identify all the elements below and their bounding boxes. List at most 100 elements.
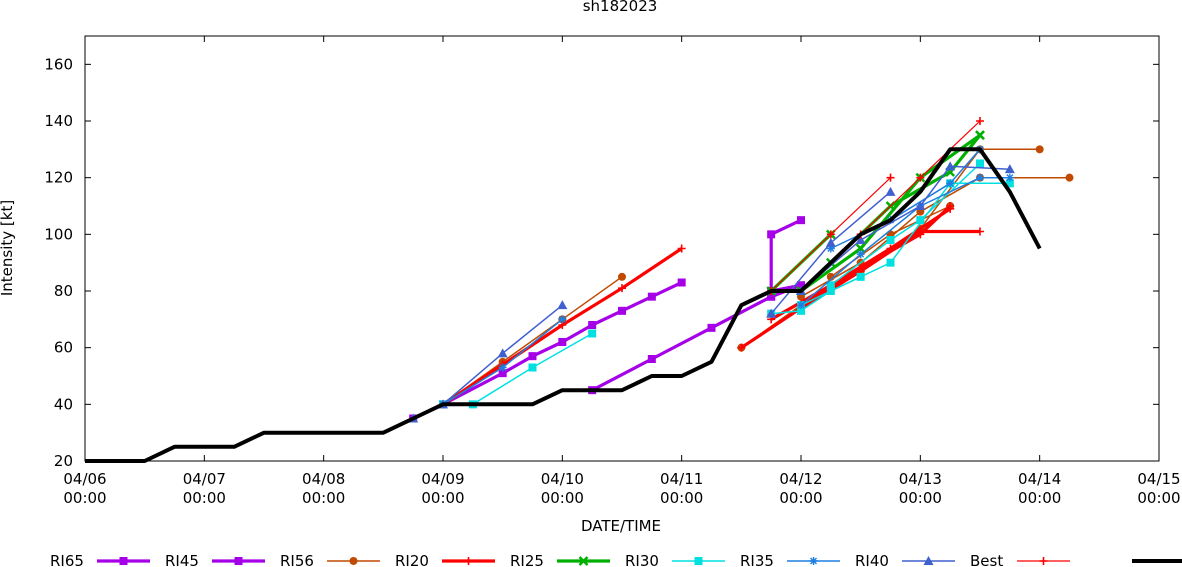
data-point [677, 278, 686, 287]
x-tick-label-time: 00:00 [899, 489, 942, 507]
x-tick-label-time: 00:00 [302, 489, 345, 507]
x-tick-label-date: 04/07 [183, 470, 226, 488]
legend-label: RI25 [510, 552, 544, 567]
x-axis: 04/0600:0004/0700:0004/0800:0004/0900:00… [63, 36, 1181, 507]
y-tick-label: 120 [44, 169, 73, 187]
data-point [915, 201, 926, 210]
legend-marker [923, 556, 934, 565]
y-tick-label: 80 [54, 282, 73, 300]
series-line [800, 133, 981, 293]
x-tick-label-date: 04/06 [63, 470, 106, 488]
data-point [856, 250, 865, 259]
y-axis-label: Intensity [kt] [0, 200, 16, 296]
data-point [976, 159, 984, 168]
data-point [618, 284, 626, 293]
data-point [945, 161, 956, 171]
series-observed [85, 147, 1042, 463]
y-axis: 20 40 60 80 100 120 140 160 [44, 55, 1159, 470]
data-point [825, 237, 836, 247]
data-point [677, 244, 686, 253]
series-ri65 [409, 278, 805, 423]
data-point [498, 363, 507, 372]
legend-marker [578, 556, 589, 566]
data-point [498, 369, 507, 378]
x-tick-label-date: 04/12 [779, 470, 822, 488]
data-point [618, 306, 626, 315]
y-tick-label: 100 [44, 225, 73, 243]
data-point [647, 292, 656, 301]
data-point [558, 338, 567, 346]
legend-label: RI20 [395, 552, 429, 567]
data-point [707, 323, 716, 332]
data-point [797, 216, 805, 225]
data-point [797, 281, 805, 290]
data-point [826, 281, 835, 290]
legend-label: RI65 [50, 552, 84, 567]
x-tick-label-time: 00:00 [421, 489, 464, 507]
data-point [497, 348, 508, 358]
x-tick-label-time: 00:00 [779, 489, 822, 507]
legend-marker [119, 557, 128, 565]
data-point [886, 244, 895, 253]
data-point [976, 117, 984, 125]
data-point [767, 230, 776, 239]
x-tick-label-date: 04/15 [1137, 470, 1180, 488]
legend-label: RI35 [740, 552, 774, 567]
data-point [588, 329, 597, 338]
data-point [886, 236, 895, 244]
series-ri45 [767, 216, 805, 301]
data-point [886, 258, 895, 267]
data-point [885, 186, 896, 196]
data-point [1035, 145, 1044, 154]
data-point [558, 315, 567, 324]
legend-marker [1039, 557, 1048, 565]
legend-label: RI30 [625, 552, 659, 567]
legend-label: RI56 [280, 552, 314, 567]
data-point [767, 292, 776, 301]
data-point [1004, 164, 1015, 174]
x-tick-label-date: 04/13 [899, 470, 942, 488]
data-point [557, 300, 568, 310]
data-point [528, 363, 537, 372]
data-point [916, 216, 925, 225]
data-point [797, 301, 805, 310]
data-point [737, 343, 746, 352]
legend-label: Best [970, 552, 1003, 567]
data-point [976, 173, 984, 182]
data-point [826, 230, 835, 239]
data-point [975, 130, 985, 141]
legend-marker [694, 557, 703, 565]
plot-area [85, 117, 1074, 463]
y-tick-label: 40 [54, 395, 73, 413]
y-tick-label: 160 [44, 55, 73, 73]
legend-marker [464, 557, 473, 565]
x-tick-label-time: 00:00 [541, 489, 584, 507]
data-point [916, 173, 925, 182]
legend-marker [349, 557, 358, 565]
data-point [886, 173, 895, 182]
legend-label: RI45 [165, 552, 199, 567]
x-tick-label-time: 00:00 [63, 489, 106, 507]
y-tick-label: 60 [54, 339, 73, 357]
plot-frame [84, 35, 1160, 462]
x-tick-label-time: 00:00 [1137, 489, 1180, 507]
x-tick-label-time: 00:00 [660, 489, 703, 507]
data-point [647, 355, 656, 363]
data-point [916, 230, 925, 239]
data-point [588, 321, 597, 329]
data-point [797, 306, 805, 315]
data-point [618, 272, 626, 281]
y-tick-label: 140 [44, 112, 73, 130]
data-point [1005, 179, 1014, 188]
series-line [591, 283, 802, 392]
y-tick-label: 20 [54, 452, 73, 470]
data-point [976, 227, 984, 236]
data-point [766, 308, 777, 318]
legend-marker [809, 557, 818, 565]
series-line [800, 165, 1010, 292]
x-axis-label: DATE/TIME [581, 517, 661, 535]
x-tick-label-date: 04/10 [541, 470, 584, 488]
legend: RI65 RI45 RI56 RI20 RI25 RI30 RI35 RI40 Best [50, 552, 1182, 567]
x-tick-label-time: 00:00 [1018, 489, 1061, 507]
